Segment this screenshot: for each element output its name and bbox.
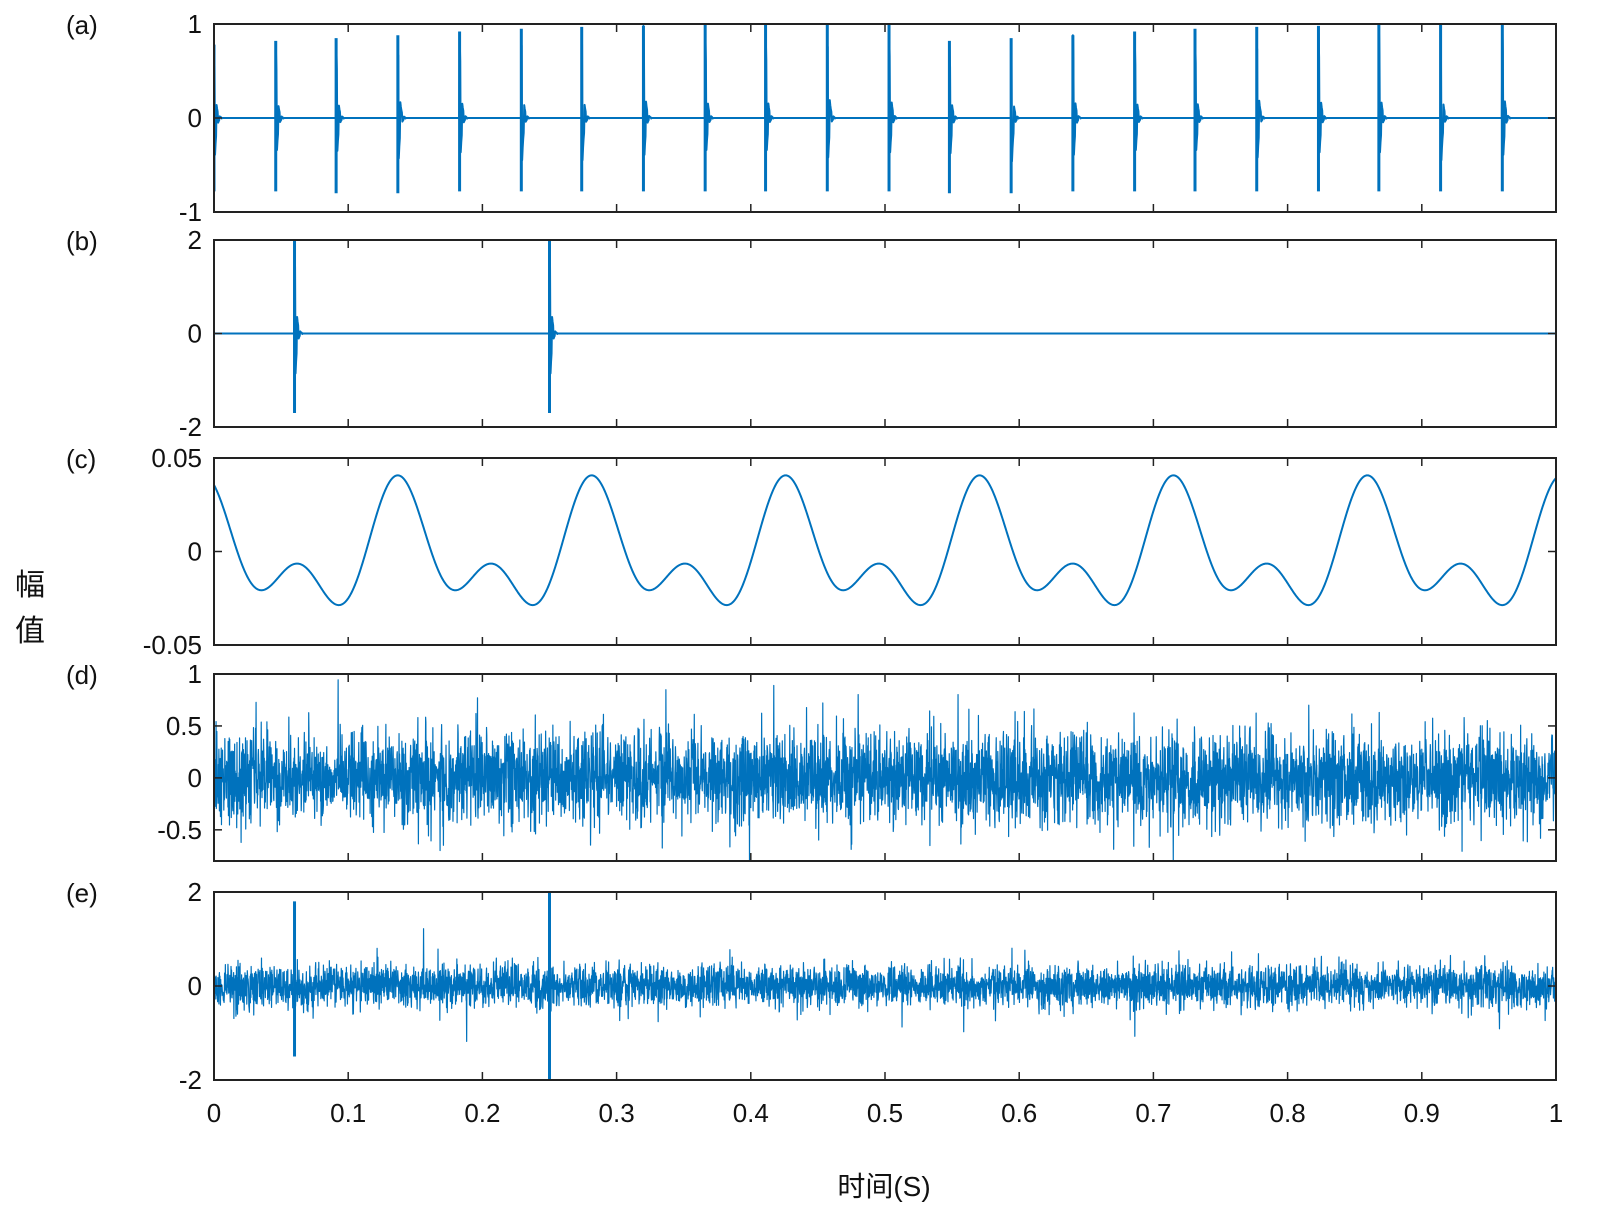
- signal-path: [214, 474, 1556, 607]
- series-line: [214, 23, 1556, 194]
- y-tick-label: 0: [188, 763, 202, 793]
- series-line: [214, 892, 1556, 1080]
- series-line: [214, 239, 1556, 413]
- x-tick-label: 0.7: [1135, 1098, 1171, 1128]
- x-tick-label: 1: [1549, 1098, 1563, 1128]
- y-tick-label: 2: [188, 877, 202, 907]
- y-tick-label: 0: [188, 971, 202, 1001]
- panel-label: (d): [66, 660, 98, 690]
- x-tick-label: 0.5: [867, 1098, 903, 1128]
- series-line: [214, 474, 1556, 607]
- x-tick-label: 0.3: [599, 1098, 635, 1128]
- y-tick-label: -2: [179, 412, 202, 442]
- y-tick-label: 0: [188, 537, 202, 567]
- y-tick-label: -0.05: [143, 630, 202, 660]
- x-axis-label: 时间(S): [837, 1171, 930, 1202]
- x-tick-label: 0.9: [1404, 1098, 1440, 1128]
- panel-a: (a) 1 0 -1: [66, 9, 1557, 227]
- y-tick-label: -2: [179, 1065, 202, 1095]
- axes-frame: [213, 457, 1557, 646]
- y-tick-label: 0: [188, 103, 202, 133]
- y-axis-label-char: 值: [15, 615, 45, 648]
- y-tick-label: -1: [179, 197, 202, 227]
- panel-e: (e) 2 0 -2: [66, 877, 1557, 1095]
- y-tick-label: 1: [188, 9, 202, 39]
- y-tick-label: 0: [188, 319, 202, 349]
- x-tick-label: 0.6: [1001, 1098, 1037, 1128]
- x-tick-label: 0.4: [733, 1098, 769, 1128]
- y-axis-label-char: 幅: [15, 569, 45, 602]
- x-tick-label: 0.2: [464, 1098, 500, 1128]
- panel-b: (b) 2 0 -2: [66, 225, 1557, 442]
- y-tick-label: -0.5: [157, 815, 202, 845]
- signal-path: [214, 239, 1556, 375]
- y-tick-label: 1: [188, 659, 202, 689]
- signal-path: [214, 679, 1556, 862]
- panel-label: (c): [66, 444, 96, 474]
- x-tick-label: 0.1: [330, 1098, 366, 1128]
- y-tick-label: 0.5: [166, 711, 202, 741]
- series-line: [214, 679, 1556, 862]
- signal-path: [214, 928, 1556, 1042]
- panel-label: (e): [66, 878, 98, 908]
- y-axis-label: 幅值: [15, 569, 45, 648]
- x-tick-label: 0.8: [1270, 1098, 1306, 1128]
- panel-c: (c) 0.05 0 -0.05: [66, 443, 1557, 660]
- y-tick-label: 2: [188, 225, 202, 255]
- signal-path: [214, 23, 1556, 163]
- x-axis: 0 0.1 0.2 0.3 0.4 0.5 0.6 0.7 0.8 0.9 1: [207, 1098, 1563, 1128]
- panel-label: (a): [66, 10, 98, 40]
- y-tick-label: 0.05: [151, 443, 202, 473]
- panels-group: (a) 10-1(b) 20-2(c) 0.050-0.05(d) 10.50-0.5(…: [66, 9, 1557, 1095]
- x-tick-label: 0: [207, 1098, 221, 1128]
- panel-label: (b): [66, 226, 98, 256]
- panel-d: (d) 1 0.5 0 -0.5: [66, 659, 1557, 862]
